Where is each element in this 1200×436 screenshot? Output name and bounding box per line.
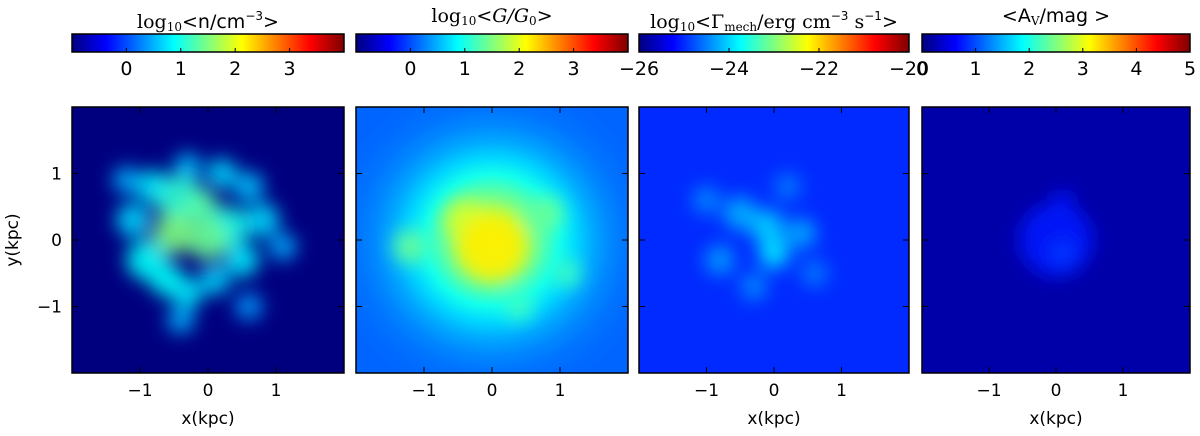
x-axis-label: x(kpc) xyxy=(1029,409,1082,429)
heatmap-2 xyxy=(356,107,628,373)
panel-3: −26 −24 −22 −20 −1 0 1 x(kpc) xyxy=(619,33,929,429)
x-tick-label: −1 xyxy=(976,381,1001,401)
heatmap-clump xyxy=(235,292,263,321)
heatmap-clump xyxy=(393,229,428,264)
heatmap-clump xyxy=(112,166,140,194)
panel-1: 0 1 2 3 −1 0 1 −1 0 1 x(kpc) y(kpc) xyxy=(3,33,345,429)
heatmap-clump xyxy=(723,196,758,231)
colorbar-3 xyxy=(638,33,910,53)
colorbar-tick-label: 1 xyxy=(970,58,982,80)
panel-4: 0 1 2 3 4 5 −1 0 1 x(kpc) xyxy=(916,33,1196,429)
heatmap-clump xyxy=(1052,190,1073,211)
heatmap-clump xyxy=(233,171,264,202)
y-tick-label: 1 xyxy=(51,165,62,185)
heatmap-clump xyxy=(1049,239,1077,267)
heatmap-clump xyxy=(705,245,735,275)
x-tick-label: 1 xyxy=(271,381,282,401)
heatmap-clumps xyxy=(1019,190,1093,277)
heatmap-clump xyxy=(693,186,720,214)
heatmap-clump xyxy=(529,196,564,231)
y-axis-label: y(kpc) xyxy=(3,213,23,266)
heatmap-clumps xyxy=(393,196,581,321)
x-tick-label: 0 xyxy=(203,381,214,401)
heatmap-clumps xyxy=(693,173,828,301)
colorbar-4 xyxy=(921,33,1191,53)
colorbar-tick-label: 2 xyxy=(513,58,525,80)
y-tick-label: −1 xyxy=(37,298,62,318)
heatmap-clump xyxy=(505,292,533,321)
heatmap-clump xyxy=(774,173,801,201)
colorbar-tick-label: −24 xyxy=(709,58,749,80)
colorbar-tick-label: 1 xyxy=(459,58,471,80)
colorbar-tick-label: 3 xyxy=(1077,58,1089,80)
colorbar-tick-label: 2 xyxy=(229,58,241,80)
heatmap-3 xyxy=(639,107,909,373)
colorbar-tick-label: −20 xyxy=(889,58,929,80)
colorbar-tick-label: 0 xyxy=(404,58,416,80)
x-axis-label: x(kpc) xyxy=(181,409,234,429)
heatmap-4 xyxy=(922,107,1190,373)
heatmap-clump xyxy=(269,233,297,261)
colorbar-tick-label: 2 xyxy=(1023,58,1035,80)
heatmap-clump xyxy=(116,203,151,238)
colorbar-1 xyxy=(71,33,345,53)
colorbar-title-extinction: <AV/mag > xyxy=(1001,5,1111,28)
heatmap-clump xyxy=(553,259,581,287)
heatmap-clump xyxy=(174,153,202,181)
heatmap-clump xyxy=(750,209,785,244)
colorbar-tick-label: −26 xyxy=(619,58,659,80)
heatmap-clump xyxy=(167,306,195,334)
x-tick-label: 1 xyxy=(836,381,847,401)
x-axis-label: x(kpc) xyxy=(747,409,800,429)
heatmap-clumps xyxy=(112,153,297,334)
panel-2: 0 1 2 3 −1 0 1 xyxy=(355,33,629,401)
heatmap-clump xyxy=(1019,203,1093,277)
heatmap-clump xyxy=(187,219,229,261)
x-tick-label: 0 xyxy=(769,381,780,401)
colorbar-tick-label: 3 xyxy=(568,58,580,80)
x-tick-label: 0 xyxy=(487,381,498,401)
heatmap-clump xyxy=(206,158,237,189)
colorbar-title-radiation: log10<G/G0> xyxy=(431,5,553,28)
colorbar-title-density: log10<n/cm−3> xyxy=(137,9,279,34)
colorbar-tick-label: −22 xyxy=(799,58,839,80)
x-tick-label: 1 xyxy=(1118,381,1129,401)
colorbar-tick-label: 0 xyxy=(120,58,132,80)
heatmap-clump xyxy=(153,212,195,254)
heatmap-clump xyxy=(199,264,230,295)
colorbar-title-mechanical-heating: log10<Γmech/erg cm−3 s−1> xyxy=(650,9,898,34)
heatmap-clump xyxy=(245,203,280,238)
heatmap-1 xyxy=(72,107,344,373)
heatmap-clump xyxy=(786,218,816,249)
x-tick-label: 1 xyxy=(555,381,566,401)
x-tick-label: −1 xyxy=(411,381,436,401)
colorbar-tick-label: 3 xyxy=(284,58,296,80)
y-tick-label: 0 xyxy=(51,231,62,251)
colorbar-tick-label: 0 xyxy=(916,58,928,80)
heatmap-clump xyxy=(740,273,768,301)
colorbar-tick-label: 1 xyxy=(175,58,187,80)
colorbar-tick-label: 4 xyxy=(1130,58,1142,80)
colorbar-2 xyxy=(355,33,629,53)
colorbar-tick-label: 5 xyxy=(1184,58,1196,80)
heatmap-clump xyxy=(225,242,259,277)
heatmap-clump xyxy=(458,212,526,281)
x-tick-label: 0 xyxy=(1051,381,1062,401)
x-tick-label: −1 xyxy=(694,381,719,401)
heatmap-clump xyxy=(150,262,185,297)
heatmap-clump xyxy=(759,238,789,269)
x-tick-label: −1 xyxy=(127,381,152,401)
heatmap-clump xyxy=(184,189,219,224)
heatmap-clump xyxy=(801,259,828,287)
